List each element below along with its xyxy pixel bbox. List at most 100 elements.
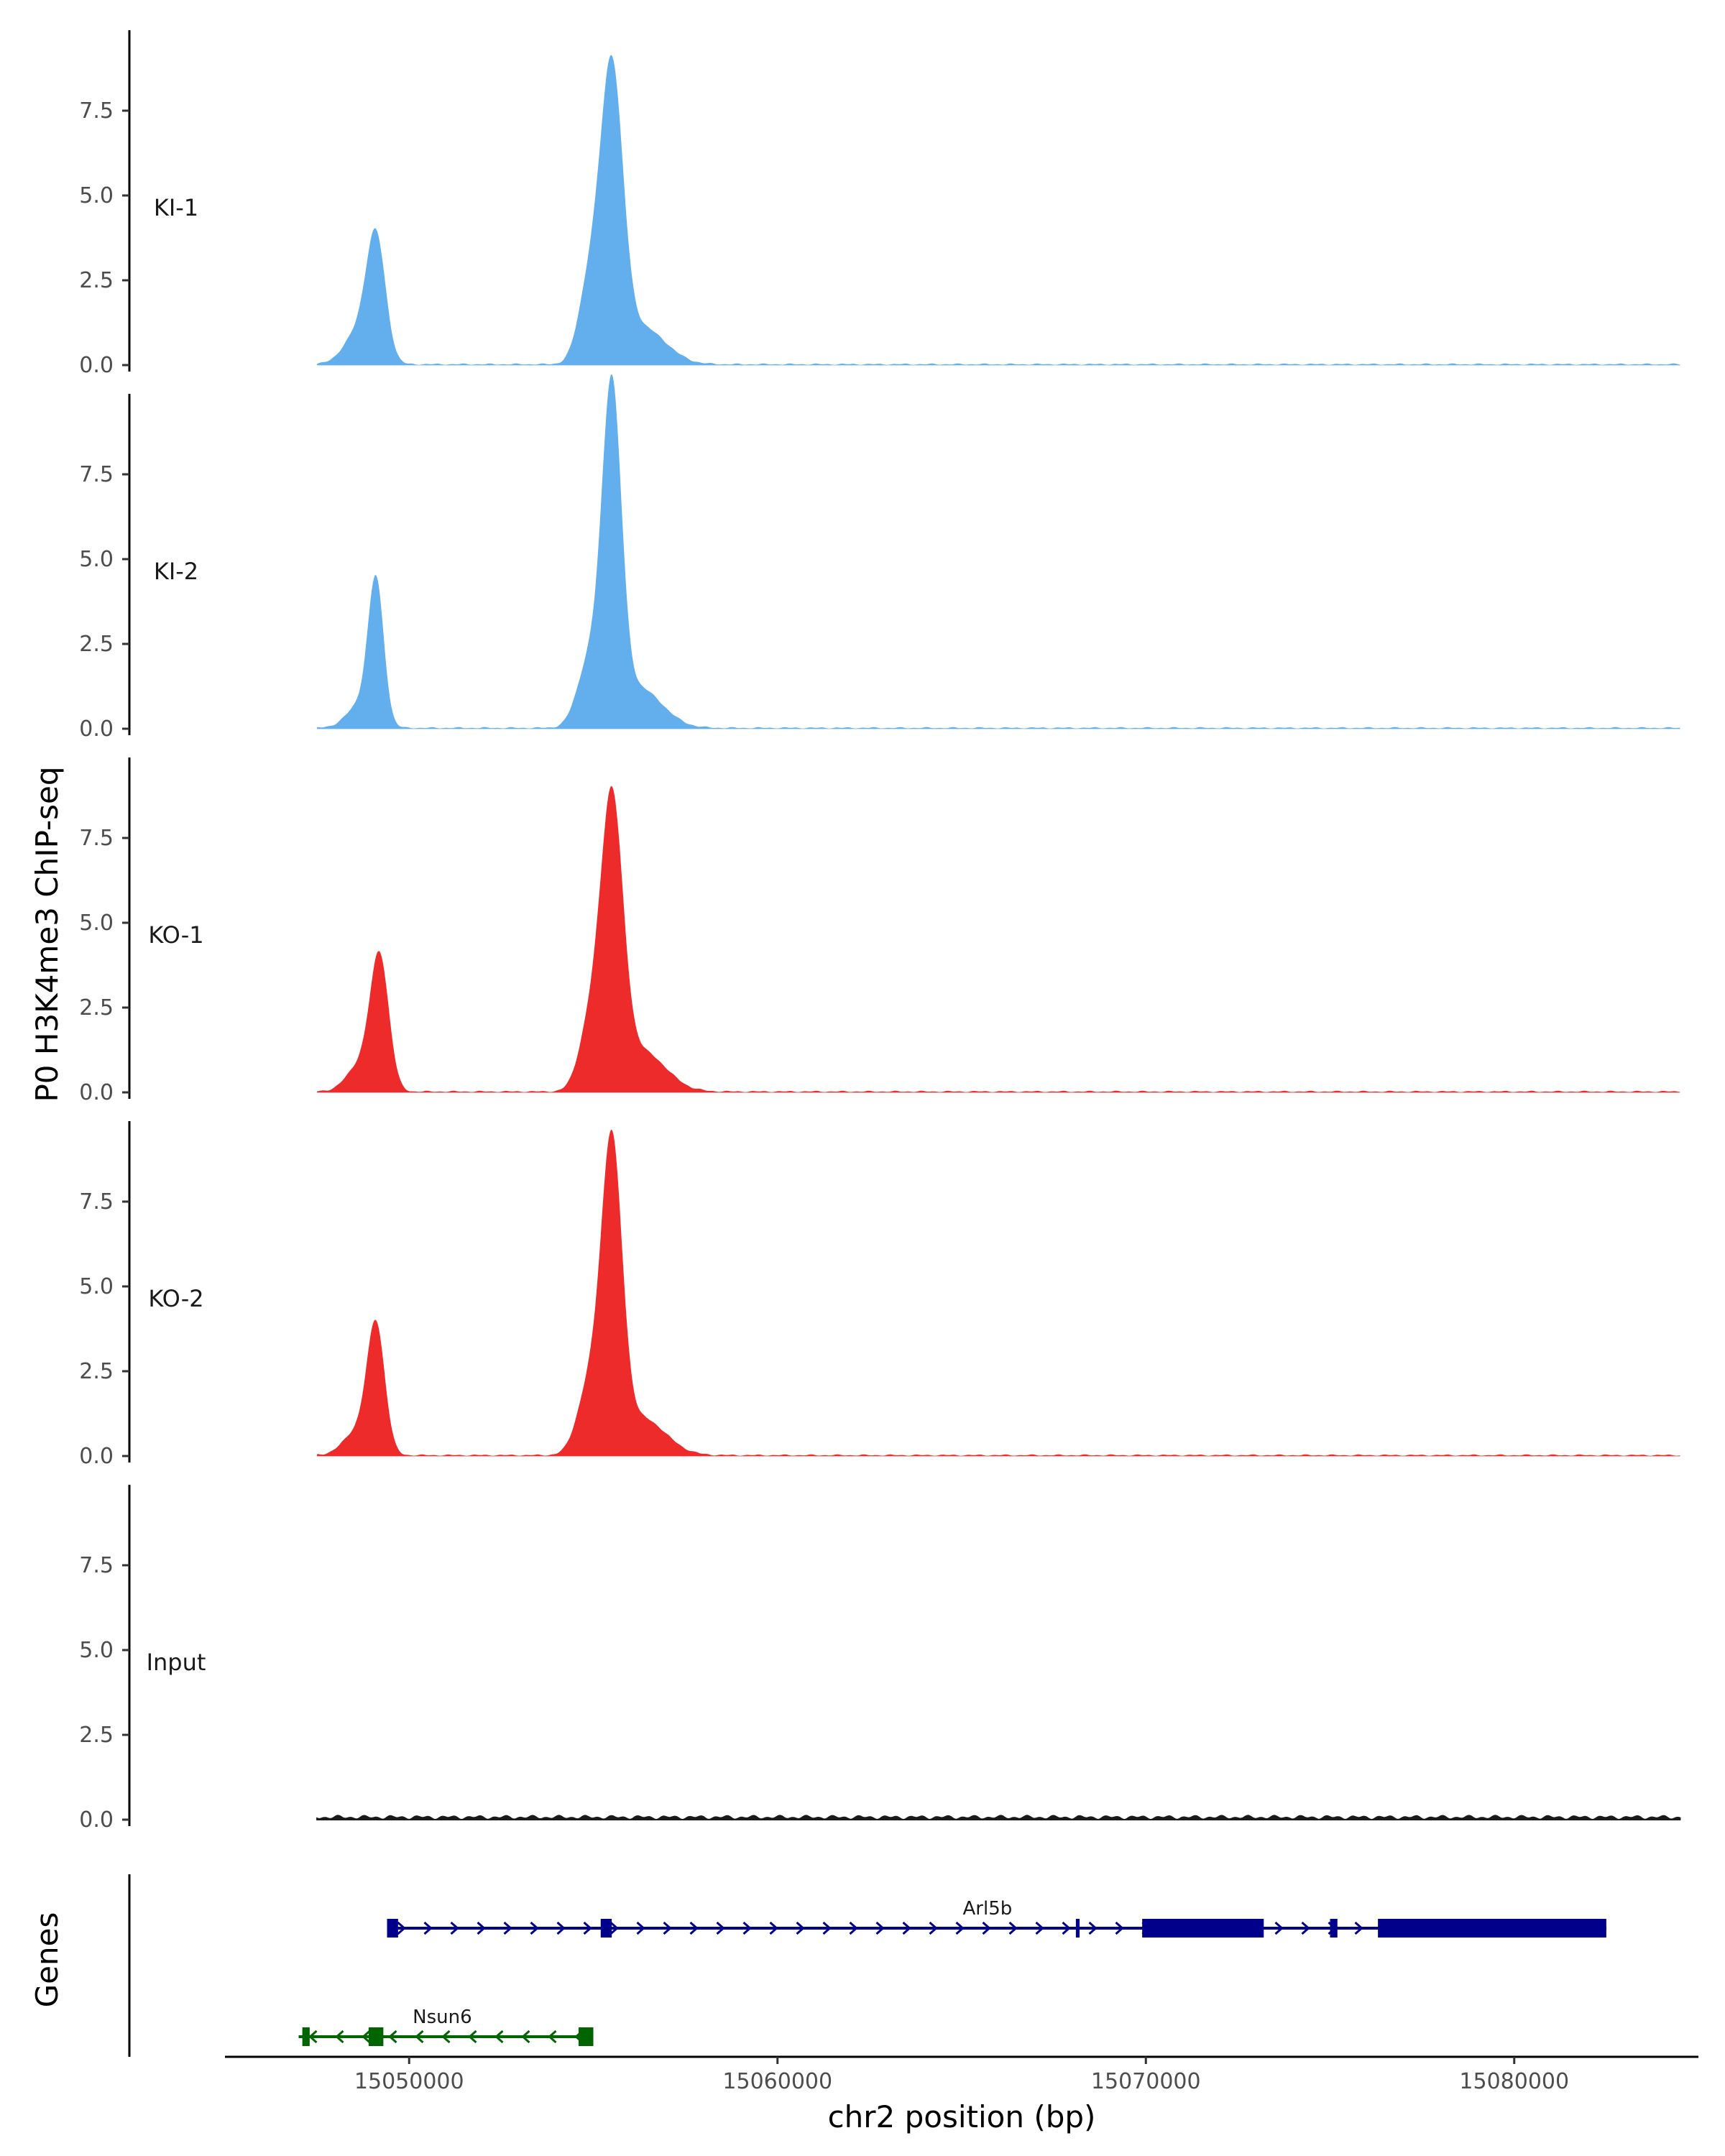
gene-exon — [1142, 1919, 1264, 1938]
gene-name-label: Arl5b — [963, 1898, 1013, 1920]
strand-arrow — [796, 1921, 805, 1935]
signal-area — [317, 1129, 1680, 1456]
strand-arrow — [423, 1921, 433, 1935]
strand-arrow — [494, 2030, 504, 2044]
strand-arrow — [521, 2030, 530, 2044]
signal-area — [317, 374, 1680, 729]
strand-arrow — [849, 1921, 858, 1935]
x-tick-label: 15060000 — [722, 2069, 832, 2094]
y-tick-label: 0.0 — [79, 1444, 114, 1469]
y-tick-label: 5.0 — [79, 547, 114, 572]
y-tick-label: 0.0 — [79, 1807, 114, 1833]
y-tick-label: 7.5 — [79, 462, 114, 487]
y-tick-label: 5.0 — [79, 1274, 114, 1299]
strand-arrow — [1088, 1921, 1098, 1935]
track-ko-1: 0.0 2.5 5.0 7.5 KO-1 — [79, 757, 1680, 1105]
strand-arrow — [362, 2030, 371, 2044]
signal-area — [317, 786, 1680, 1092]
strand-arrow — [1062, 1921, 1071, 1935]
track-ki-2: 0.0 2.5 5.0 7.5 KI-2 — [79, 374, 1680, 742]
strand-arrow — [636, 1921, 645, 1935]
strand-arrow — [982, 1921, 991, 1935]
strand-arrow — [610, 1921, 619, 1935]
strand-arrow — [902, 1921, 911, 1935]
y-tick-label: 7.5 — [79, 826, 114, 851]
genes-panel: Arl5b Nsun6 — [128, 1874, 1606, 2057]
track-label: Input — [147, 1649, 206, 1676]
y-axis-title: P0 H3K4me3 ChIP-seq — [29, 766, 65, 1102]
y-tick-label: 2.5 — [79, 268, 114, 293]
gene-exon — [302, 2027, 310, 2046]
strand-arrow — [1274, 1921, 1284, 1935]
strand-arrow — [468, 2030, 477, 2044]
gene-exon — [600, 1919, 612, 1938]
gene-name-label: Nsun6 — [413, 2007, 472, 2028]
y-tick-label: 7.5 — [79, 1189, 114, 1215]
gene-exon — [1075, 1919, 1080, 1938]
y-tick-label: 0.0 — [79, 353, 114, 378]
x-tick-label: 15070000 — [1091, 2069, 1201, 2094]
track-label: KO-2 — [148, 1285, 203, 1312]
gene-exon — [368, 2027, 384, 2046]
genes-axis-title: Genes — [29, 1912, 65, 2008]
strand-arrow — [716, 1921, 725, 1935]
strand-arrow — [388, 2030, 397, 2044]
gene-nsun6: Nsun6 — [298, 2007, 594, 2046]
track-label: KI-1 — [154, 194, 198, 221]
signal-area — [316, 1815, 1681, 1821]
strand-arrow — [397, 1921, 406, 1935]
strand-arrow — [1008, 1921, 1018, 1935]
y-tick-label: 0.0 — [79, 717, 114, 742]
x-tick-label: 15080000 — [1459, 2069, 1569, 2094]
track-ko-2: 0.0 2.5 5.0 7.5 KO-2 — [79, 1121, 1680, 1469]
strand-arrow — [929, 1921, 938, 1935]
gene-arl5b: Arl5b — [387, 1898, 1606, 1938]
gene-exon — [387, 1919, 398, 1938]
strand-arrow — [822, 1921, 832, 1935]
strand-arrow — [503, 1921, 512, 1935]
strand-arrow — [335, 2030, 344, 2044]
gene-exon — [1378, 1919, 1606, 1938]
x-axis: 15050000 15060000 15070000 15080000 — [225, 2055, 1698, 2094]
track-label: KO-1 — [148, 921, 203, 949]
signal-area — [317, 55, 1680, 365]
gene-exon — [1330, 1919, 1338, 1938]
strand-arrow — [1035, 1921, 1044, 1935]
strand-arrow — [583, 1921, 592, 1935]
strand-arrow — [415, 2030, 424, 2044]
y-tick-label: 2.5 — [79, 1359, 114, 1384]
strand-arrow — [548, 2030, 557, 2044]
strand-arrow — [441, 2030, 451, 2044]
strand-arrow — [530, 1921, 539, 1935]
y-tick-label: 7.5 — [79, 98, 114, 124]
strand-arrow — [1354, 1921, 1363, 1935]
strand-arrow — [689, 1921, 699, 1935]
track-label: KI-2 — [154, 558, 198, 585]
strand-arrow — [1115, 1921, 1124, 1935]
strand-arrow — [477, 1921, 486, 1935]
strand-arrow — [308, 2030, 318, 2044]
signal-tracks: 0.0 2.5 5.0 7.5 KI-1 0.0 2.5 5.0 7.5 KI-2 0.0 2.5 5.… — [79, 30, 1681, 1833]
strand-arrow — [875, 1921, 885, 1935]
strand-arrow — [556, 1921, 566, 1935]
strand-arrow — [769, 1921, 778, 1935]
track-ki-1: 0.0 2.5 5.0 7.5 KI-1 — [79, 30, 1680, 378]
y-tick-label: 0.0 — [79, 1080, 114, 1105]
y-tick-label: 2.5 — [79, 632, 114, 657]
track-input: 0.0 2.5 5.0 7.5 Input — [79, 1485, 1681, 1833]
strand-arrow — [742, 1921, 752, 1935]
y-tick-label: 2.5 — [79, 1723, 114, 1748]
y-tick-label: 5.0 — [79, 911, 114, 936]
strand-arrow — [663, 1921, 672, 1935]
y-tick-label: 2.5 — [79, 995, 114, 1021]
y-tick-label: 7.5 — [79, 1553, 114, 1578]
y-tick-label: 5.0 — [79, 1638, 114, 1663]
x-tick-label: 15050000 — [354, 2069, 464, 2094]
y-tick-label: 5.0 — [79, 183, 114, 208]
strand-arrow — [450, 1921, 459, 1935]
gene-exon — [579, 2027, 594, 2046]
strand-arrow — [1301, 1921, 1310, 1935]
strand-arrow — [955, 1921, 965, 1935]
x-axis-title: chr2 position (bp) — [828, 2099, 1096, 2134]
